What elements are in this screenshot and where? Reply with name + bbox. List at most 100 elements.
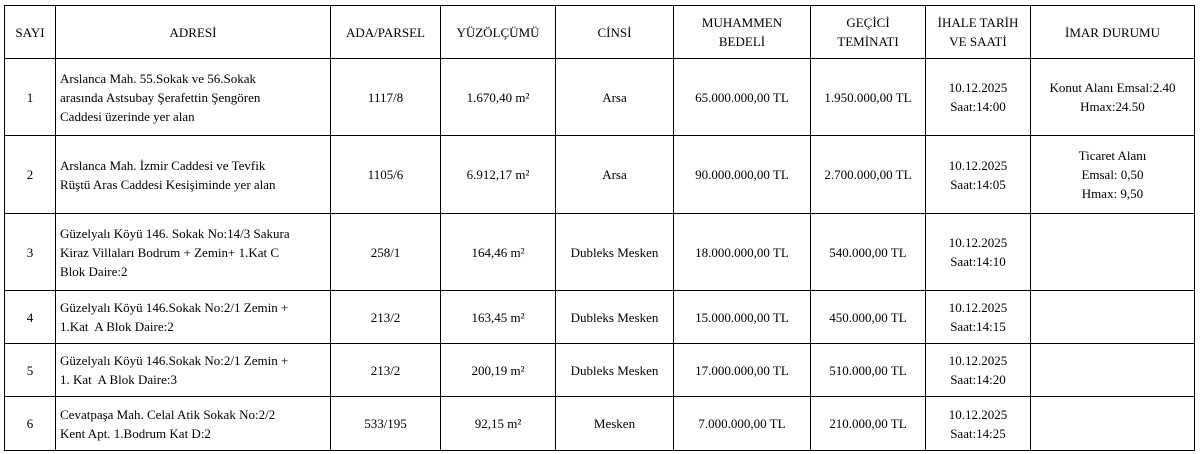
table-cell: Dubleks Mesken [555,290,674,344]
table-cell: 2 [4,135,56,214]
table-cell: 450.000,00 TL [810,290,926,344]
text-line: İHALE TARİH [937,15,1019,30]
table-cell: 540.000,00 TL [810,213,926,291]
text-line: Saat:14:00 [950,99,1006,114]
text-line: Güzelyalı Köyü 146.Sokak No:2/1 Zemin + [60,353,289,368]
text-line: Rüştü Aras Caddesi Kesişiminde yer alan [60,176,276,192]
table-cell: 90.000.000,00 TL [673,135,811,214]
table-cell: Arslanca Mah. İzmir Caddesi ve Tevfik Rüş… [55,135,331,214]
column-header: CİNSİ [555,5,674,59]
table-cell: 10.12.2025 Saat:14:00 [925,58,1031,136]
table-cell: 163,45 m² [440,290,556,344]
table-cell: Arsa [555,135,674,214]
column-header: ADA/PARSEL [330,5,441,59]
text-line: 1.Kat A Blok Daire:2 [60,319,174,334]
table-cell: Arslanca Mah. 55.Sokak ve 56.Sokak arasın… [55,58,331,136]
table-cell: Güzelyalı Köyü 146. Sokak No:14/3 Sakura… [55,213,331,291]
table-cell: 1117/8 [330,58,441,136]
table-cell: 533/195 [330,396,441,451]
table-cell: 10.12.2025 Saat:14:15 [925,290,1031,344]
table-cell: 258/1 [330,213,441,291]
table-cell: 17.000.000,00 TL [673,343,811,397]
table-cell: 213/2 [330,290,441,344]
text-line: Saat:14:15 [950,319,1006,334]
text-line: GEÇİCİ [846,15,890,30]
table-cell: 10.12.2025 Saat:14:25 [925,396,1031,451]
text-line: Hmax:24.50 [1080,99,1145,114]
table-row: 6 Cevatpaşa Mah. Celal Atik Sokak No:2/2 K… [4,396,1195,451]
column-header: YÜZÖLÇÜMÜ [440,5,556,59]
table-cell: Cevatpaşa Mah. Celal Atik Sokak No:2/2 Ke… [55,396,331,451]
table-row: 3 Güzelyalı Köyü 146. Sokak No:14/3 Sakur… [4,213,1195,291]
table-cell: 1 [4,58,56,136]
table-cell: 1105/6 [330,135,441,214]
table-cell: Dubleks Mesken [555,213,674,291]
header-row: SAYI ADRESİ ADA/PARSEL YÜZÖLÇÜMÜ CİNSİ MUHAMM… [4,5,1195,59]
column-header: İMAR DURUMU [1030,5,1195,59]
text-line: Saat:14:20 [950,372,1006,387]
text-line: 10.12.2025 [948,235,1008,250]
text-line: VE SAATİ [949,34,1007,49]
text-line: Saat:14:25 [950,425,1006,441]
column-header: ADRESİ [55,5,331,59]
text-line: BEDELİ [718,34,766,49]
table-cell: 4 [4,290,56,344]
text-line: Konut Alanı Emsal:2.40 [1049,80,1176,95]
table-cell: 10.12.2025 Saat:14:05 [925,135,1031,214]
text-line: 10.12.2025 [948,353,1008,368]
text-line: Blok Daire:2 [60,263,128,279]
text-line: 1. Kat A Blok Daire:3 [60,372,177,387]
text-line: 10.12.2025 [948,80,1008,95]
table-cell: 18.000.000,00 TL [673,213,811,291]
table-cell: 92,15 m² [440,396,556,451]
text-line: Ticaret Alanı [1078,148,1147,163]
table-cell: 210.000,00 TL [810,396,926,451]
table-cell: 7.000.000,00 TL [673,396,811,451]
table-body: 1 Arslanca Mah. 55.Sokak ve 56.Sokak arası… [4,58,1195,451]
column-header: GEÇİCİ TEMİNATI [810,5,926,59]
text-line: Güzelyalı Köyü 146.Sokak No:2/1 Zemin + [60,300,289,315]
text-line: Saat:14:10 [950,254,1006,269]
table-cell: 1.670,40 m² [440,58,556,136]
text-line: Hmax: 9,50 [1081,186,1144,201]
table-cell: 10.12.2025 Saat:14:20 [925,343,1031,397]
text-line: 10.12.2025 [948,157,1008,173]
table-cell: Ticaret Alanı Emsal: 0,50 Hmax: 9,50 [1030,135,1195,214]
table-cell [1030,290,1195,344]
table-row: 1 Arslanca Mah. 55.Sokak ve 56.Sokak arası… [4,58,1195,136]
text-line: arasında Astsubay Şerafettin Şengören [60,89,261,105]
table-cell: 5 [4,343,56,397]
table-cell: Güzelyalı Köyü 146.Sokak No:2/1 Zemin + 1… [55,343,331,397]
text-line: Arslanca Mah. İzmir Caddesi ve Tevfik [60,157,266,173]
column-header: MUHAMMEN BEDELİ [673,5,811,59]
table-cell [1030,396,1195,451]
text-line: Kent Apt. 1.Bodrum Kat D:2 [60,425,211,441]
column-header: İHALE TARİH VE SAATİ [925,5,1031,59]
table-cell: Mesken [555,396,674,451]
text-line: Cevatpaşa Mah. Celal Atik Sokak No:2/2 [60,406,276,422]
text-line: 10.12.2025 [948,406,1008,422]
table-cell: 6 [4,396,56,451]
text-line: Kiraz Villaları Bodrum + Zemin+ 1.Kat C [60,244,280,260]
text-line: TEMİNATI [837,34,899,49]
table-cell: Arsa [555,58,674,136]
table-cell: 200,19 m² [440,343,556,397]
table-cell: Konut Alanı Emsal:2.40 Hmax:24.50 [1030,58,1195,136]
table-cell: Güzelyalı Köyü 146.Sokak No:2/1 Zemin + 1… [55,290,331,344]
table-row: 2 Arslanca Mah. İzmir Caddesi ve Tevfik Rü… [4,135,1195,214]
column-header: SAYI [4,5,56,59]
table-cell: 1.950.000,00 TL [810,58,926,136]
table-cell: 2.700.000,00 TL [810,135,926,214]
table-cell: 213/2 [330,343,441,397]
table-cell: 3 [4,213,56,291]
text-line: MUHAMMEN [701,15,783,30]
table-cell: Dubleks Mesken [555,343,674,397]
text-line: 10.12.2025 [948,300,1008,315]
text-line: Güzelyalı Köyü 146. Sokak No:14/3 Sakura [60,225,290,241]
table-cell: 15.000.000,00 TL [673,290,811,344]
table-cell [1030,343,1195,397]
text-line: Caddesi üzerinde yer alan [60,108,195,124]
table-cell: 10.12.2025 Saat:14:10 [925,213,1031,291]
table-cell: 65.000.000,00 TL [673,58,811,136]
